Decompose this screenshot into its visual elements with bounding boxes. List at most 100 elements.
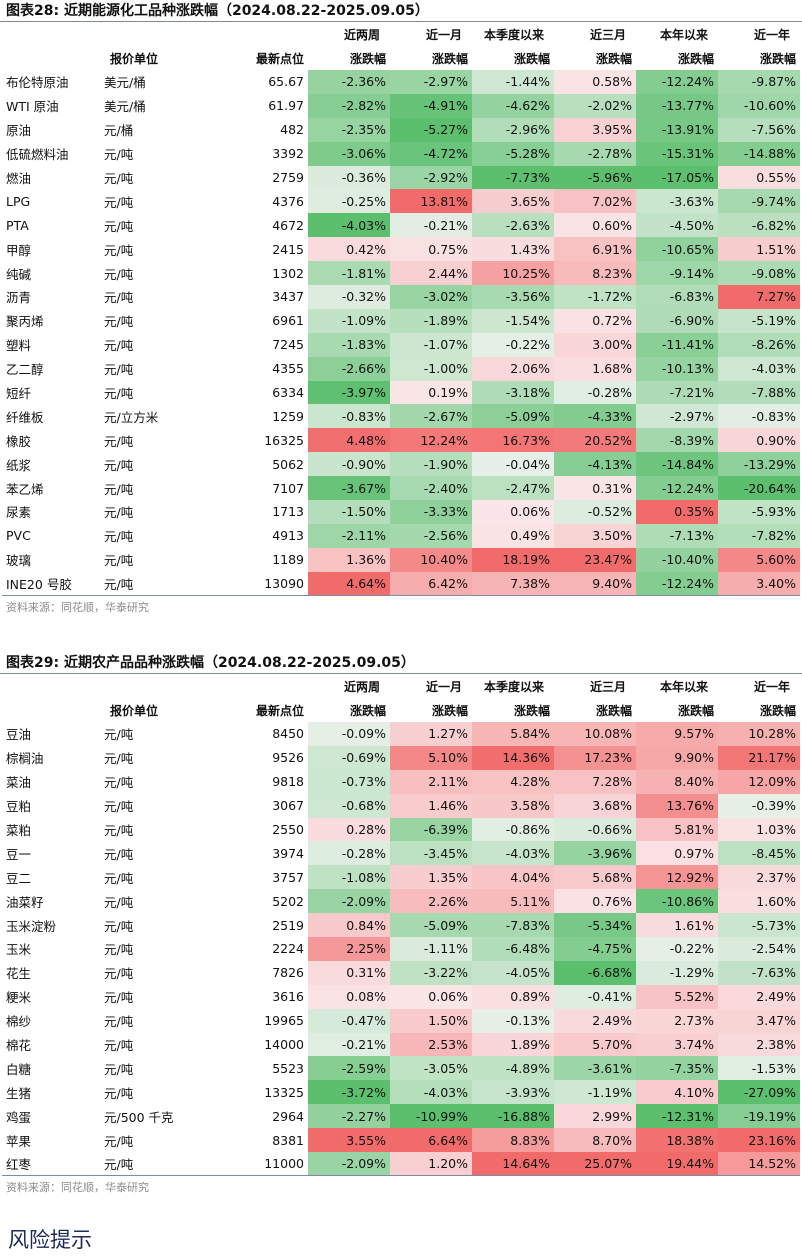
latest-price: 65.67 [268,74,304,90]
change-cell: 1.36% [308,547,390,572]
table-row: PTA 元/吨 4672 -4.03% -0.21% -2.63% 0.60% -4.50% -… [2,213,800,238]
quote-unit: 元/吨 [104,481,134,497]
commodity-name: 塑料 [6,338,32,354]
table-row: 棕榈油 元/吨 9526 -0.69% 5.10% 14.36% 17.23% 9.90% 21… [2,745,800,770]
change-cell: 8.40% [636,769,718,794]
header-change-cell: 涨跌幅 [759,51,796,66]
change-cell: -3.05% [390,1056,472,1081]
commodity-name: 玉米 [6,942,32,958]
quote-unit: 元/吨 [104,433,134,449]
change-cell: -12.31% [636,1104,718,1129]
quote-unit: 元/吨 [104,553,134,569]
header-price-cell: 最新点位 [255,51,304,66]
table-29-source: 资料来源：同花顺，华泰研究 [6,1181,149,1195]
table-row: 纸浆 元/吨 5062 -0.90% -1.90% -0.04% -4.13% -14.84%… [2,452,800,477]
change-cell: -7.56% [718,117,800,142]
latest-price: 1259 [272,408,304,424]
change-cell: 1.60% [718,889,800,914]
table-row: 粳米 元/吨 3616 0.08% 0.06% 0.89% -0.41% 5.52% 2.49% [2,984,800,1009]
commodity-name: 纯碱 [6,266,32,282]
change-cell: 1.46% [390,793,472,818]
latest-price: 5202 [272,893,304,909]
header-period-cell: 近两周 [343,679,380,694]
change-cell: -8.45% [718,841,800,866]
commodity-name: 花生 [6,966,32,982]
change-cell: -1.00% [390,356,472,381]
commodity-name: 布伦特原油 [6,75,69,91]
change-cell: 5.60% [718,547,800,572]
header-change-cell: 涨跌幅 [677,51,714,66]
commodity-name: 甲醇 [6,242,32,258]
table-row: 甲醇 元/吨 2415 0.42% 0.75% 1.43% 6.91% -10.65% 1.51… [2,237,800,262]
quote-unit: 美元/桶 [104,75,146,91]
change-cell: 12.24% [390,428,472,453]
change-cell: -1.19% [554,1080,636,1105]
change-cell: -1.50% [308,500,390,524]
latest-price: 7107 [272,480,304,496]
change-cell: 23.16% [718,1128,800,1153]
commodity-name: LPG [6,193,31,209]
change-cell: -15.31% [636,141,718,166]
quote-unit: 元/吨 [104,314,134,330]
change-cell: -5.96% [554,165,636,190]
table-row: 聚丙烯 元/吨 6961 -1.09% -1.89% -1.54% 0.72% -6.90% -… [2,308,800,333]
change-cell: 21.17% [718,745,800,770]
change-cell: -1.89% [390,308,472,333]
header-blank-cell [2,22,100,46]
commodity-name: 菜油 [6,775,32,791]
header-change-cell: 涨跌幅 [431,703,468,718]
quote-unit: 元/500 千克 [104,1109,174,1125]
change-cell: -9.74% [718,189,800,214]
change-cell: -0.25% [308,189,390,214]
change-cell: -0.21% [390,213,472,238]
change-cell: -12.24% [636,70,718,94]
change-cell: 0.31% [308,960,390,985]
change-cell: -9.14% [636,261,718,286]
change-cell: -0.68% [308,793,390,818]
header-change-cell: 涨跌幅 [513,51,550,66]
quote-unit: 元/吨 [104,457,134,473]
change-cell: -3.96% [554,841,636,866]
change-cell: 2.99% [554,1104,636,1129]
change-cell: 9.90% [636,745,718,770]
change-cell: 1.89% [472,1032,554,1057]
change-cell: 1.27% [390,722,472,746]
energy-chemical-section: 图表28: 近期能源化工品种涨跌幅（2024.08.22-2025.09.05）… [0,0,802,615]
header-blank-cell [223,22,308,46]
table-row: PVC 元/吨 4913 -2.11% -2.56% 0.49% 3.50% -7.13% -7… [2,523,800,548]
latest-price: 61.97 [268,98,304,114]
table-row: 豆油 元/吨 8450 -0.09% 1.27% 5.84% 10.08% 9.57% 10.2… [2,722,800,746]
latest-price: 2550 [272,822,304,837]
commodity-name: 纸浆 [6,457,32,473]
latest-price: 3757 [272,869,304,885]
change-cell: 16.73% [472,428,554,453]
table-row: 沥青 元/吨 3437 -0.32% -3.02% -3.56% -1.72% -6.83% 7… [2,285,800,309]
commodity-name: 短纤 [6,386,32,402]
header-blank-cell [100,674,223,698]
change-cell: -1.29% [636,960,718,985]
table-row: 乙二醇 元/吨 4355 -2.66% -1.00% 2.06% 1.68% -10.13% -… [2,356,800,381]
header-unit-cell: 报价单位 [110,703,159,718]
latest-price: 7245 [272,337,304,353]
table-row: 纤维板 元/立方米 1259 -0.83% -2.67% -5.09% -4.33% -2.9… [2,404,800,429]
change-cell: -2.47% [472,476,554,501]
change-cell: 1.03% [718,817,800,842]
change-cell: -3.93% [472,1080,554,1105]
change-cell: -13.91% [636,117,718,142]
change-cell: 12.09% [718,769,800,794]
header-blank-cell [223,674,308,698]
change-cell: -0.90% [308,452,390,477]
latest-price: 482 [280,122,304,138]
header-period-cell: 近三月 [589,679,626,694]
change-cell: 10.28% [718,722,800,746]
quote-unit: 元/吨 [104,870,134,886]
latest-price: 3616 [272,989,304,1005]
commodity-name: 沥青 [6,290,32,306]
change-cell: 2.25% [308,937,390,961]
commodity-name: 豆二 [6,870,32,886]
change-cell: -3.33% [390,500,472,524]
quote-unit: 元/吨 [104,1014,134,1030]
change-cell: 0.28% [308,817,390,842]
change-cell: -0.86% [472,817,554,842]
change-cell: -12.24% [636,476,718,501]
